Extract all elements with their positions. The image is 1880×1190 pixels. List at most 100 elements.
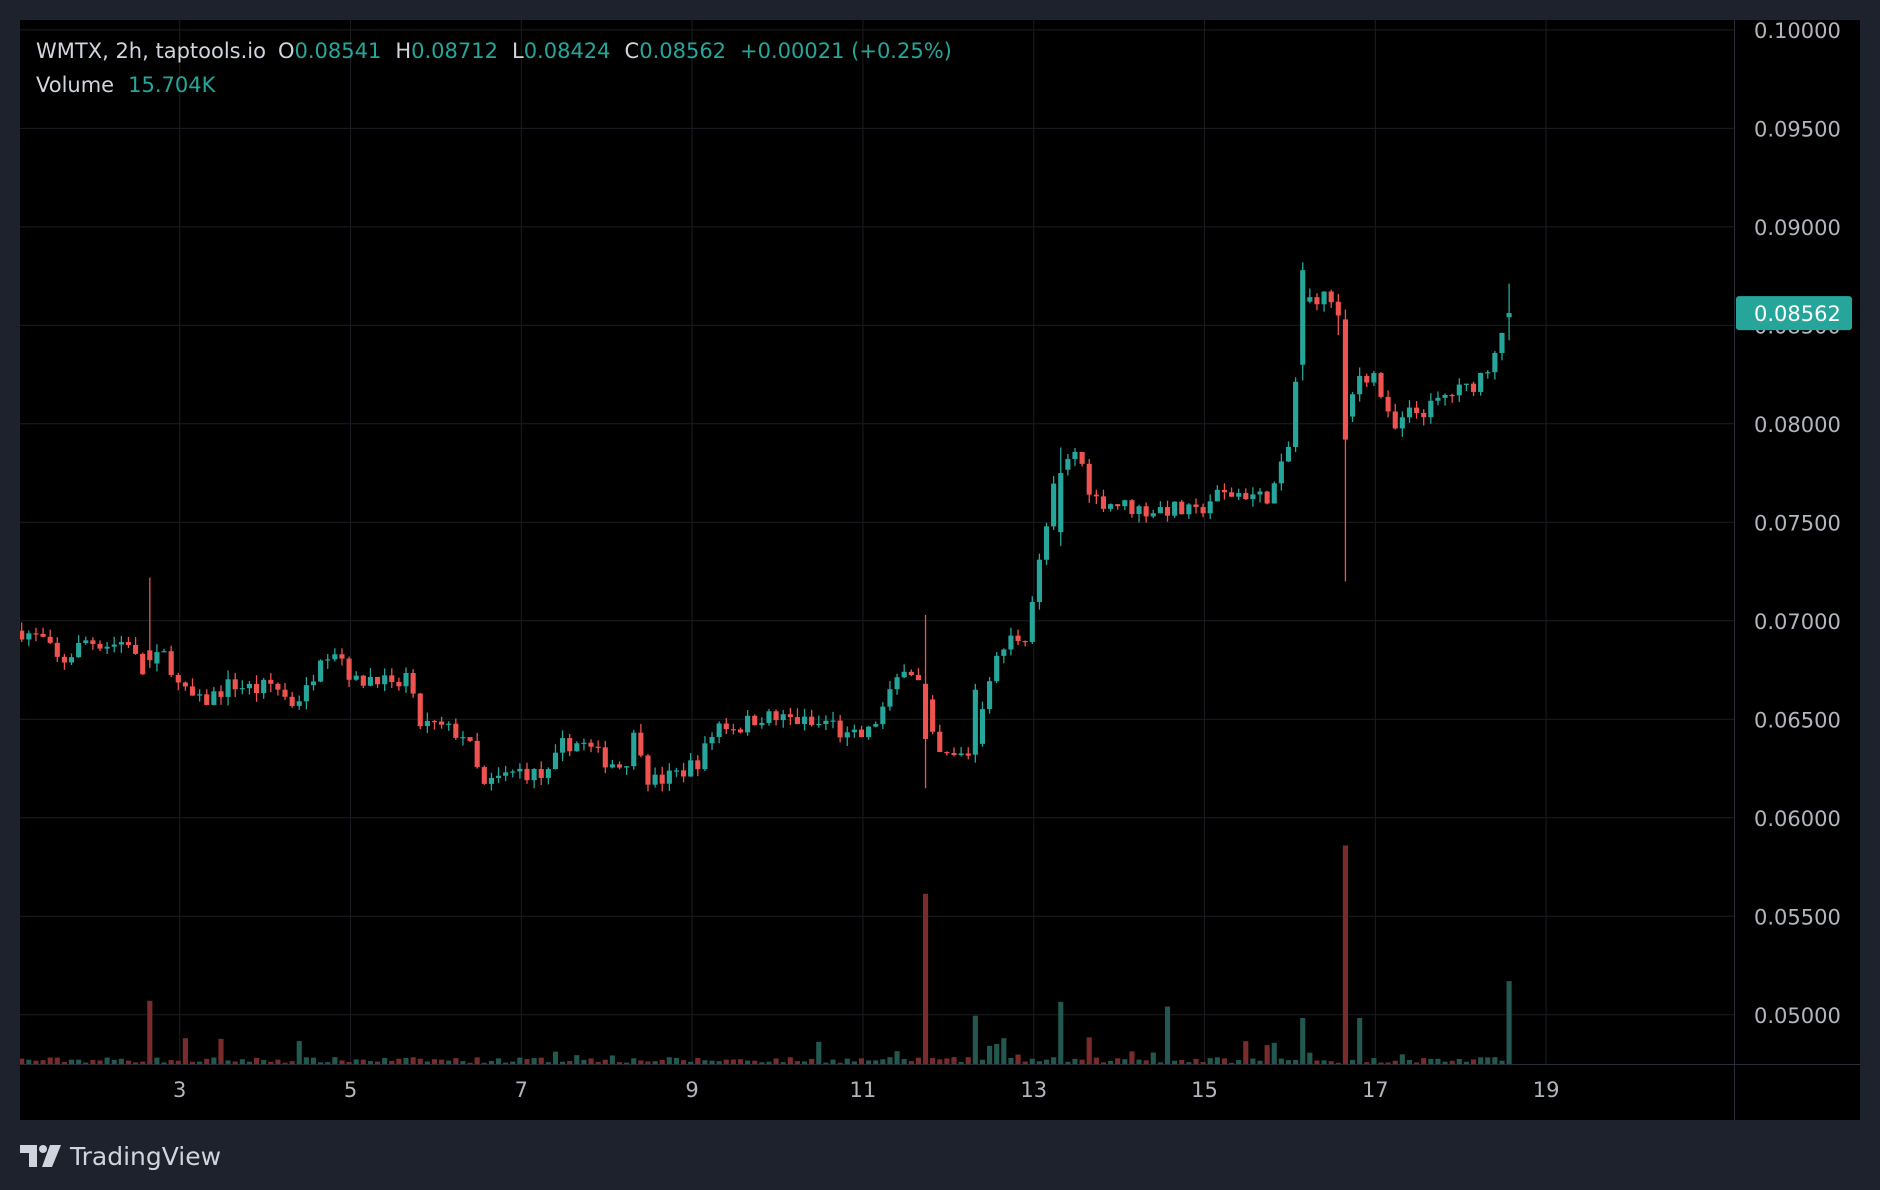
y-tick-label: 0.06500 xyxy=(1754,708,1841,732)
volume-bar xyxy=(474,1057,480,1064)
candle-body xyxy=(979,709,986,744)
candlestick-chart[interactable]: 0.05000 0.05500 0.06000 0.06500 0.07000 0.075… xyxy=(20,20,1860,1120)
volume-bar xyxy=(1506,981,1512,1064)
volume-bar xyxy=(296,1041,302,1064)
volume-bar xyxy=(367,1061,373,1064)
volume-bar xyxy=(1051,1057,1057,1064)
volume-bar xyxy=(424,1061,430,1064)
volume-bar xyxy=(858,1058,865,1064)
volume-bar xyxy=(894,1051,900,1064)
volume-bar xyxy=(218,1038,224,1064)
y-tick-label: 0.05000 xyxy=(1754,1004,1841,1028)
volume-bar xyxy=(1364,1062,1370,1064)
open-key: O xyxy=(277,39,295,63)
candle-body xyxy=(517,768,523,772)
volume-bar xyxy=(1492,1057,1498,1064)
volume-bar xyxy=(652,1061,658,1064)
volume-label[interactable]: Volume xyxy=(36,73,115,97)
candle-body xyxy=(1179,501,1185,515)
volume-bar xyxy=(1079,1059,1085,1064)
candle-body xyxy=(296,701,302,706)
last-price-label: 0.08562 xyxy=(1754,302,1841,326)
y-tick-label: 0.06000 xyxy=(1754,807,1841,831)
x-tick-label: 9 xyxy=(685,1078,698,1102)
volume-bar xyxy=(773,1058,779,1064)
candle-body xyxy=(560,738,566,753)
candle-body xyxy=(552,752,559,770)
volume-bar xyxy=(453,1058,459,1064)
candle-body xyxy=(154,652,160,664)
candle-body xyxy=(688,760,694,777)
grid-lines xyxy=(20,20,1734,1064)
x-tick-label: 7 xyxy=(515,1078,528,1102)
volume-bar xyxy=(1228,1062,1235,1064)
volume-bar xyxy=(20,1058,25,1064)
volume-bar xyxy=(125,1060,132,1064)
chart-frame[interactable]: 0.05000 0.05500 0.06000 0.06500 0.07000 0.075… xyxy=(20,20,1860,1120)
candle-body xyxy=(446,723,452,725)
symbol-label[interactable]: WMTX, 2h, taptools.io xyxy=(36,39,266,63)
volume-bar xyxy=(716,1061,722,1064)
volume-bar xyxy=(922,893,929,1064)
volume-bar xyxy=(1399,1054,1405,1064)
candle-body xyxy=(1228,492,1235,497)
volume-bar xyxy=(168,1060,174,1064)
volume-bar xyxy=(1499,1060,1505,1064)
volume-bar xyxy=(1378,1062,1384,1064)
volume-bar xyxy=(232,1061,238,1064)
volume-bar xyxy=(90,1059,96,1064)
volume-bar xyxy=(1150,1052,1156,1064)
candle-body xyxy=(737,729,744,733)
candle-body xyxy=(816,723,822,726)
volume-bar xyxy=(503,1062,509,1064)
volume-bar xyxy=(1086,1037,1092,1064)
volume-bar xyxy=(1435,1058,1441,1064)
candle-body xyxy=(873,724,879,727)
volume-bar xyxy=(1470,1059,1477,1064)
candle-body xyxy=(325,659,331,661)
volume-bar xyxy=(33,1060,39,1064)
volume-bar xyxy=(631,1058,637,1064)
x-tick-label: 15 xyxy=(1191,1078,1218,1102)
candle-body xyxy=(1079,451,1085,464)
candle-body xyxy=(1307,297,1313,302)
candle-body xyxy=(887,689,893,707)
volume-bar xyxy=(730,1059,736,1064)
volume-bar xyxy=(816,1041,822,1064)
volume-bar xyxy=(1485,1057,1491,1064)
candle-body xyxy=(837,720,843,738)
candle-body xyxy=(211,691,217,705)
volume-bar xyxy=(780,1062,786,1064)
tradingview-brand[interactable]: TradingView xyxy=(20,1140,221,1172)
candle-body xyxy=(104,646,110,649)
y-tick-label: 0.07500 xyxy=(1754,511,1841,535)
volume-bar xyxy=(1349,1059,1356,1064)
volume-bar xyxy=(83,1062,89,1064)
volume-bar xyxy=(1015,1054,1021,1064)
candle-body xyxy=(994,655,1000,682)
candle-body xyxy=(310,681,317,686)
candle-body xyxy=(681,770,687,777)
volume-bar xyxy=(616,1062,623,1064)
volume-bar xyxy=(47,1057,53,1064)
candle-body xyxy=(673,770,680,772)
volume-bar xyxy=(1058,1001,1064,1064)
candle-body xyxy=(474,740,480,768)
candle-body xyxy=(1499,333,1505,354)
y-tick-label: 0.09500 xyxy=(1754,117,1841,141)
candle-body xyxy=(1378,373,1384,397)
low-value: 0.08424 xyxy=(523,39,611,63)
volume-bar xyxy=(1072,1058,1078,1064)
candle-body xyxy=(346,658,352,680)
candle-body xyxy=(1428,400,1434,418)
candle-body xyxy=(1349,394,1356,417)
volume-bar xyxy=(275,1059,281,1064)
candle-body xyxy=(809,716,815,725)
volume-bar xyxy=(61,1061,67,1064)
candle-body xyxy=(26,633,32,640)
volume-bar xyxy=(958,1061,964,1064)
volume-bar xyxy=(1392,1060,1398,1064)
volume-bar xyxy=(481,1062,487,1064)
candle-body xyxy=(1193,504,1199,508)
volume-bar xyxy=(1250,1058,1256,1064)
